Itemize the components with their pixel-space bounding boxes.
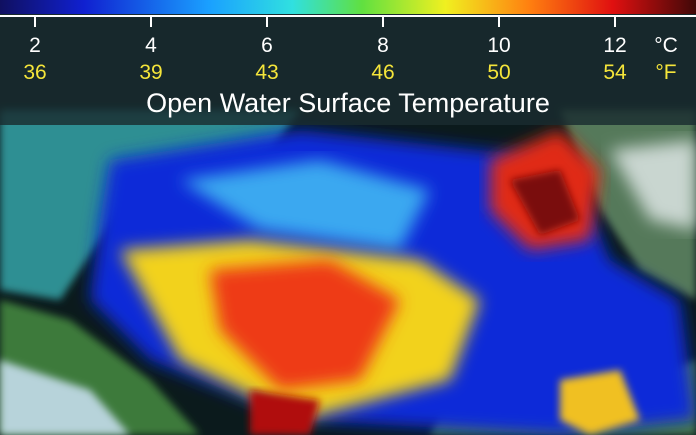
celsius-label: 8	[377, 34, 389, 57]
color-bar-ticks: 2 36 4 39 6 43 8 46 10 50 12 54	[23, 16, 627, 84]
color-bar	[0, 0, 696, 14]
celsius-unit: °C	[654, 34, 678, 57]
legend-backdrop	[0, 0, 696, 125]
fahrenheit-label: 36	[23, 61, 46, 84]
celsius-label: 6	[261, 34, 273, 57]
celsius-label: 4	[145, 34, 157, 57]
title: Open Water Surface Temperature	[146, 88, 550, 118]
fahrenheit-label: 54	[603, 61, 627, 84]
fahrenheit-label: 50	[487, 61, 510, 84]
fahrenheit-unit: °F	[655, 61, 676, 84]
fahrenheit-label: 39	[139, 61, 162, 84]
celsius-label: 2	[29, 34, 41, 57]
fahrenheit-label: 46	[371, 61, 394, 84]
fahrenheit-label: 43	[255, 61, 278, 84]
celsius-label: 12	[603, 34, 626, 57]
celsius-label: 10	[487, 34, 510, 57]
